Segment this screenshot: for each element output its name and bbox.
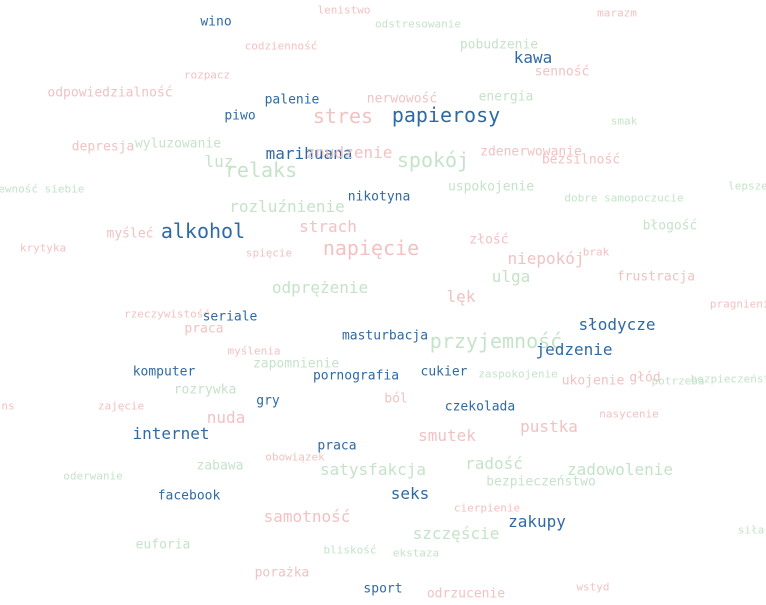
word: zabawa — [196, 458, 244, 474]
word: oderwanie — [63, 469, 123, 483]
word: brak — [582, 245, 610, 259]
word: palenie — [264, 92, 320, 108]
word: złość — [469, 232, 509, 248]
word: zapomnienie — [252, 356, 340, 372]
word: rozluźnienie — [229, 197, 345, 216]
word: dobre samopoczucie — [564, 191, 684, 205]
word: spokój — [396, 148, 470, 172]
word: lenistwo — [317, 3, 371, 17]
word: cukier — [420, 364, 468, 380]
word: uspokojenie — [447, 179, 535, 195]
word: myślenia — [227, 344, 281, 358]
word: rozrywka — [173, 382, 237, 398]
word: przyjemność — [429, 329, 563, 353]
word: cierpienie — [453, 501, 521, 515]
word: rzeczywistość — [123, 307, 211, 321]
word: praca — [317, 438, 357, 454]
word: bezpieczeństwo — [486, 474, 596, 490]
word: energia — [478, 89, 534, 105]
word: lęk — [446, 287, 476, 306]
word: czekolada — [444, 399, 516, 415]
word: porażka — [254, 565, 310, 581]
word: marazm — [597, 6, 637, 20]
word: ekstaza — [392, 546, 440, 560]
word: błogość — [642, 218, 698, 234]
word: nasycenie — [599, 407, 659, 421]
word: praca — [184, 321, 224, 337]
word: krytyka — [19, 241, 67, 255]
word: zakupy — [508, 512, 566, 531]
word: wstyd — [576, 580, 610, 594]
word: samotność — [263, 507, 351, 526]
word: ns — [1, 399, 15, 413]
word: smutek — [418, 426, 476, 445]
word: gry — [256, 393, 280, 409]
word: strach — [299, 217, 357, 236]
word: relaks — [224, 158, 298, 182]
word: smak — [610, 114, 638, 128]
word: słodycze — [578, 315, 656, 334]
word: nuda — [206, 408, 246, 427]
word: pustka — [520, 417, 578, 436]
word: alkohol — [160, 219, 246, 243]
word: pragnienie — [709, 297, 766, 311]
word: odpowiedzialność — [47, 85, 173, 101]
word: siła — [737, 523, 765, 537]
word: kawa — [513, 48, 553, 67]
word: lepsze — [728, 179, 766, 193]
word: odprężenie — [271, 278, 369, 297]
word: zaspokojenie — [478, 367, 558, 381]
word: potrzeba — [651, 374, 705, 388]
word: niepokój — [507, 249, 585, 268]
word: bezsilność — [541, 152, 621, 168]
word: znudzenie — [305, 143, 393, 162]
word: szczęście — [412, 524, 500, 543]
word: stres — [312, 104, 374, 128]
word: rozpacz — [183, 68, 231, 82]
word: facebook — [157, 488, 221, 504]
word: pewność siebie — [0, 182, 85, 196]
word: papierosy — [391, 103, 501, 127]
word: pornografia — [312, 368, 400, 384]
word: jedzenie — [535, 340, 613, 359]
word: wyluzowanie — [134, 136, 222, 152]
word: zdenerwowanie — [480, 144, 582, 160]
word: marihuana — [265, 144, 353, 163]
word: senność — [534, 64, 590, 80]
word: nerwowość — [366, 91, 438, 107]
word: luz — [204, 152, 234, 171]
word: ból — [384, 391, 408, 407]
word: seks — [390, 484, 430, 503]
word: głód — [629, 370, 661, 386]
word: satysfakcja — [320, 460, 426, 479]
word: euforia — [135, 537, 191, 553]
word: odrzucenie — [426, 586, 506, 602]
word: spięcie — [245, 246, 293, 260]
word: internet — [132, 424, 210, 443]
word: zadowolenie — [567, 460, 673, 479]
word: wino — [200, 14, 232, 30]
word: zajęcie — [97, 399, 145, 413]
word: nikotyna — [347, 189, 411, 205]
word: komputer — [132, 364, 196, 380]
word: seriale — [202, 309, 258, 325]
word: ukojenie — [561, 373, 625, 389]
word: bliskość — [323, 543, 377, 557]
word: piwo — [224, 108, 256, 124]
word: bezpieczeństwa — [690, 372, 766, 386]
word: napięcie — [322, 236, 420, 260]
word: masturbacja — [341, 328, 429, 344]
word: pobudzenie — [459, 37, 539, 53]
word: obowiązek — [265, 450, 325, 464]
word: myśleć — [106, 226, 154, 242]
word: odstresowanie — [374, 17, 462, 31]
word: radość — [465, 454, 523, 473]
word: ulga — [491, 267, 531, 286]
word: sport — [363, 581, 403, 597]
word: codzienność — [244, 39, 318, 53]
word: frustracja — [616, 269, 696, 285]
word: depresja — [71, 139, 135, 155]
